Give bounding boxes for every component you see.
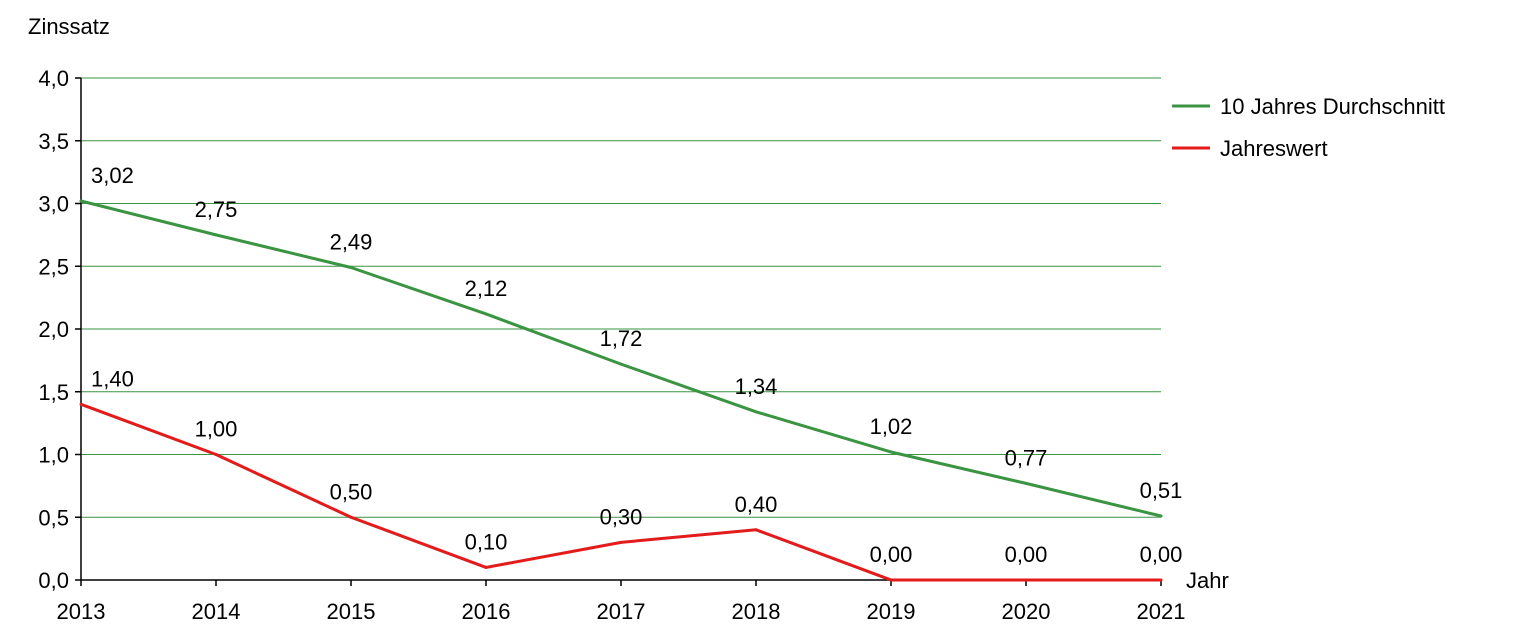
- data-point: [214, 453, 218, 456]
- x-axis-label: Jahr: [1186, 568, 1229, 593]
- data-label: 0,30: [600, 504, 643, 529]
- data-point: [619, 540, 623, 544]
- data-label: 1,34: [735, 374, 778, 399]
- y-tick-label: 0,0: [38, 568, 69, 593]
- x-tick-label: 2019: [867, 599, 916, 624]
- data-point: [79, 402, 83, 406]
- series-layer: [79, 199, 1163, 582]
- legend: 10 Jahres Durchschnitt Jahreswert: [1172, 94, 1445, 161]
- data-labels: 3,02 2,75 2,49 2,12 1,72 1,34 1,02 0,77 0,51 1,40…: [91, 163, 1182, 567]
- data-label: 0,00: [870, 542, 913, 567]
- x-tick-label: 2020: [1002, 599, 1051, 624]
- data-label: 1,40: [91, 366, 134, 391]
- data-label: 0,40: [735, 492, 778, 517]
- data-label: 2,12: [465, 276, 508, 301]
- y-tick-label: 2,0: [38, 317, 69, 342]
- data-point: [349, 266, 353, 270]
- data-point: [1024, 578, 1028, 582]
- data-label: 2,75: [195, 197, 238, 222]
- y-tick-label: 0,5: [38, 505, 69, 530]
- data-point: [1024, 481, 1028, 485]
- series-line-2: [80, 402, 1161, 582]
- x-tick-label: 2016: [462, 599, 511, 624]
- y-tick-label: 3,0: [38, 192, 69, 217]
- data-point: [889, 450, 893, 454]
- data-label: 2,49: [330, 230, 373, 255]
- gridlines: [81, 77, 1161, 518]
- legend-label: Jahreswert: [1220, 136, 1328, 161]
- x-tick-label: 2013: [57, 599, 106, 624]
- data-label: 0,10: [465, 529, 508, 554]
- data-point: [619, 362, 623, 366]
- data-point: [754, 528, 758, 532]
- data-point: [214, 233, 218, 237]
- data-point: [889, 578, 893, 582]
- y-axis-label: Zinssatz: [28, 14, 110, 39]
- data-label: 1,02: [870, 414, 913, 439]
- data-label: 1,72: [600, 326, 643, 351]
- x-tick-label: 2014: [192, 599, 241, 624]
- data-point: [79, 199, 83, 203]
- y-tick-label: 1,0: [38, 443, 69, 468]
- series-line-1: [80, 199, 1162, 518]
- legend-label: 10 Jahres Durchschnitt: [1220, 94, 1445, 119]
- data-point: [754, 410, 758, 414]
- data-label: 0,77: [1005, 445, 1048, 470]
- data-label: 0,51: [1140, 478, 1183, 503]
- data-label: 0,00: [1005, 542, 1048, 567]
- y-tick-label: 1,5: [38, 380, 69, 405]
- data-point: [349, 515, 353, 519]
- x-tick-label: 2018: [732, 599, 781, 624]
- y-tick-label: 3,5: [38, 129, 69, 154]
- data-label: 3,02: [91, 163, 134, 188]
- y-tick-label: 4,0: [38, 66, 69, 91]
- data-point: [1159, 578, 1163, 582]
- x-tick-label: 2021: [1137, 599, 1186, 624]
- data-label: 0,50: [330, 479, 373, 504]
- data-point: [484, 565, 488, 569]
- data-point: [484, 312, 488, 316]
- data-label: 1,00: [195, 417, 238, 442]
- x-tick-label: 2015: [327, 599, 376, 624]
- y-tick-label: 2,5: [38, 254, 69, 279]
- x-tick-label: 2017: [597, 599, 646, 624]
- data-label: 0,00: [1140, 542, 1183, 567]
- data-point: [1159, 514, 1163, 518]
